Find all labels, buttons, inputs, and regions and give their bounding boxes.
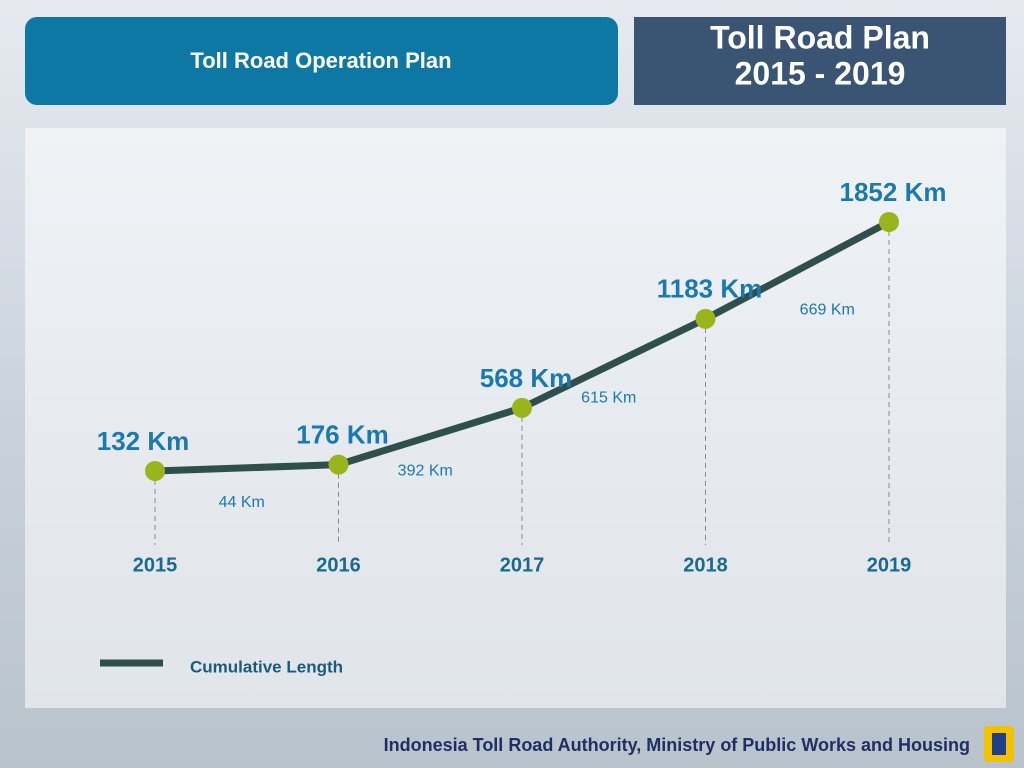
- point-marker: [512, 397, 532, 418]
- value-label: 176 Km: [296, 420, 389, 450]
- legend-label: Cumulative Length: [190, 657, 343, 676]
- header-title: Toll Road Operation Plan: [190, 48, 451, 73]
- x-tick-label: 2017: [500, 554, 545, 576]
- footer-source: Indonesia Toll Road Authority, Ministry …: [384, 735, 970, 755]
- x-tick-label: 2019: [867, 554, 912, 576]
- value-label: 1183 Km: [657, 274, 763, 304]
- increment-label: 669 Km: [800, 302, 855, 319]
- badge-box: [634, 17, 1006, 105]
- plot: 2015 2016 2017 2018 2019 132 Km 176 Km 568 Km 11…: [97, 177, 947, 576]
- point-marker: [145, 461, 165, 481]
- x-tick-label: 2016: [316, 554, 361, 576]
- increment-label: 615 Km: [581, 390, 636, 407]
- increment-label: 44 Km: [219, 494, 265, 511]
- value-label: 1852 Km: [840, 177, 947, 207]
- point-marker: [695, 308, 716, 329]
- x-tick-label: 2015: [133, 554, 178, 576]
- x-tick-label: 2018: [683, 554, 728, 576]
- point-marker: [879, 212, 899, 232]
- point-marker: [328, 454, 349, 475]
- logo: [992, 733, 1006, 755]
- badge-line: Toll Road Plan: [710, 19, 930, 55]
- value-label: 132 Km: [97, 426, 190, 456]
- value-label: 568 Km: [480, 363, 573, 393]
- header-box: [25, 17, 618, 105]
- increment-label: 392 Km: [398, 462, 453, 479]
- chart-panel: [25, 128, 1006, 708]
- badge-line: 2015 - 2019: [735, 55, 906, 91]
